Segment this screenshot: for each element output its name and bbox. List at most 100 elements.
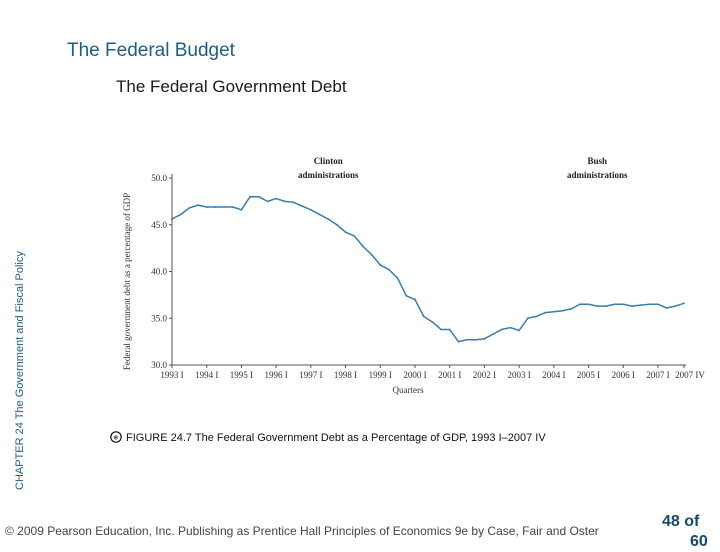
x-tick-label: 2002 I (473, 370, 496, 380)
data-point (362, 245, 364, 248)
x-tick-label: 1997 I (299, 370, 322, 380)
data-point (526, 317, 529, 320)
copyright-footer: © 2009 Pearson Education, Inc. Publishin… (5, 524, 599, 538)
data-point (613, 303, 616, 306)
data-point (179, 213, 182, 216)
y-tick-label: 45.0 (151, 220, 167, 230)
data-point (283, 200, 286, 203)
administration-annotations: Clinton administrations Bush administration… (298, 156, 628, 180)
data-point (683, 302, 685, 305)
y-tick-labels: 30.0 35.0 40.0 45.0 50.0 (151, 173, 172, 370)
series-line (171, 195, 685, 343)
y-tick-label: 50.0 (151, 173, 167, 183)
page-number-text: 48 of (662, 513, 700, 530)
data-point (535, 315, 538, 318)
x-tick-label: 1995 I (230, 370, 253, 380)
data-point (388, 268, 390, 271)
data-point (596, 305, 599, 307)
x-tick-label: 2007 I (646, 370, 669, 380)
data-point (414, 298, 416, 301)
data-point (483, 337, 486, 340)
data-point (466, 338, 468, 341)
data-point (240, 208, 243, 211)
x-tick-label: 1998 I (334, 370, 357, 380)
slide-subtitle: The Federal Government Debt (116, 77, 347, 96)
data-point (648, 303, 651, 306)
data-point (631, 305, 633, 307)
series-group (171, 195, 685, 343)
data-point (492, 333, 494, 336)
data-point (370, 253, 373, 256)
data-point (665, 307, 668, 309)
figure-caption: e FIGURE 24.7 The Federal Government Deb… (110, 431, 546, 444)
data-point (205, 206, 208, 208)
data-point (327, 218, 330, 221)
y-tick-label: 35.0 (151, 313, 167, 323)
x-tick-label: 1993 I (160, 370, 183, 380)
svg-text:e: e (114, 435, 118, 442)
x-tick-label: 1996 I (265, 370, 288, 380)
data-point (518, 329, 521, 332)
data-point (604, 305, 607, 307)
data-point (188, 207, 191, 209)
data-point (622, 303, 625, 306)
x-tick-label: 2003 I (507, 370, 530, 380)
y-tick-label: 30.0 (151, 360, 167, 370)
x-tick-label: 2005 I (577, 370, 600, 380)
x-tick-label: 2006 I (612, 370, 635, 380)
data-point (570, 308, 573, 310)
data-point (335, 223, 338, 226)
figure-badge-icon: e (110, 431, 122, 443)
chapter-side-label: CHAPTER 24 The Government and Fiscal Pol… (14, 251, 26, 490)
data-point (578, 303, 581, 306)
data-point (587, 303, 590, 306)
data-point (500, 328, 503, 331)
data-point (431, 321, 434, 323)
data-point (309, 208, 312, 211)
x-tick-label: 2007 IV (675, 370, 705, 380)
data-point (448, 328, 451, 331)
data-point (275, 197, 278, 200)
data-point (379, 264, 382, 266)
data-point (422, 315, 425, 318)
data-point (396, 277, 399, 279)
data-point (353, 235, 356, 237)
slide-title: The Federal Budget (67, 40, 235, 61)
data-point (214, 206, 217, 208)
y-axis-label: Federal government debt as a percentage … (122, 193, 132, 370)
x-tick-label: 2001 I (438, 370, 461, 380)
x-tick-label: 2000 I (403, 370, 426, 380)
x-tick-label: 1999 I (369, 370, 392, 380)
y-tick-label: 40.0 (151, 267, 167, 277)
data-point (639, 304, 642, 307)
data-point (674, 305, 677, 307)
data-point (223, 206, 225, 208)
data-point (231, 206, 234, 208)
data-point (405, 294, 408, 297)
data-point (344, 231, 347, 234)
data-point (318, 213, 321, 216)
data-point (249, 195, 252, 198)
data-point (266, 200, 269, 203)
caption-text: FIGURE 24.7 The Federal Government Debt … (126, 432, 546, 444)
data-point (544, 311, 547, 314)
axes-group (171, 174, 686, 366)
annotation-line2: administrations (567, 170, 628, 180)
data-point (440, 328, 442, 331)
x-tick-labels: 1993 I 1994 I 1995 I 1996 I 1997 I 1998 I 1999… (160, 365, 705, 380)
data-point (457, 340, 460, 343)
data-point (257, 195, 260, 198)
annotation-line1: Clinton (314, 156, 343, 166)
page-number-total: 60 (690, 533, 708, 550)
x-tick-label: 2004 I (542, 370, 565, 380)
data-point (292, 201, 295, 204)
annotation-line2: administrations (298, 170, 359, 180)
data-point (657, 303, 659, 306)
page-number: 48 of 60 (662, 512, 708, 552)
x-tick-label: 1994 I (195, 370, 218, 380)
x-axis-label: Quarters (393, 385, 424, 395)
data-point (301, 205, 304, 207)
data-point (509, 326, 512, 329)
data-point (552, 310, 555, 313)
